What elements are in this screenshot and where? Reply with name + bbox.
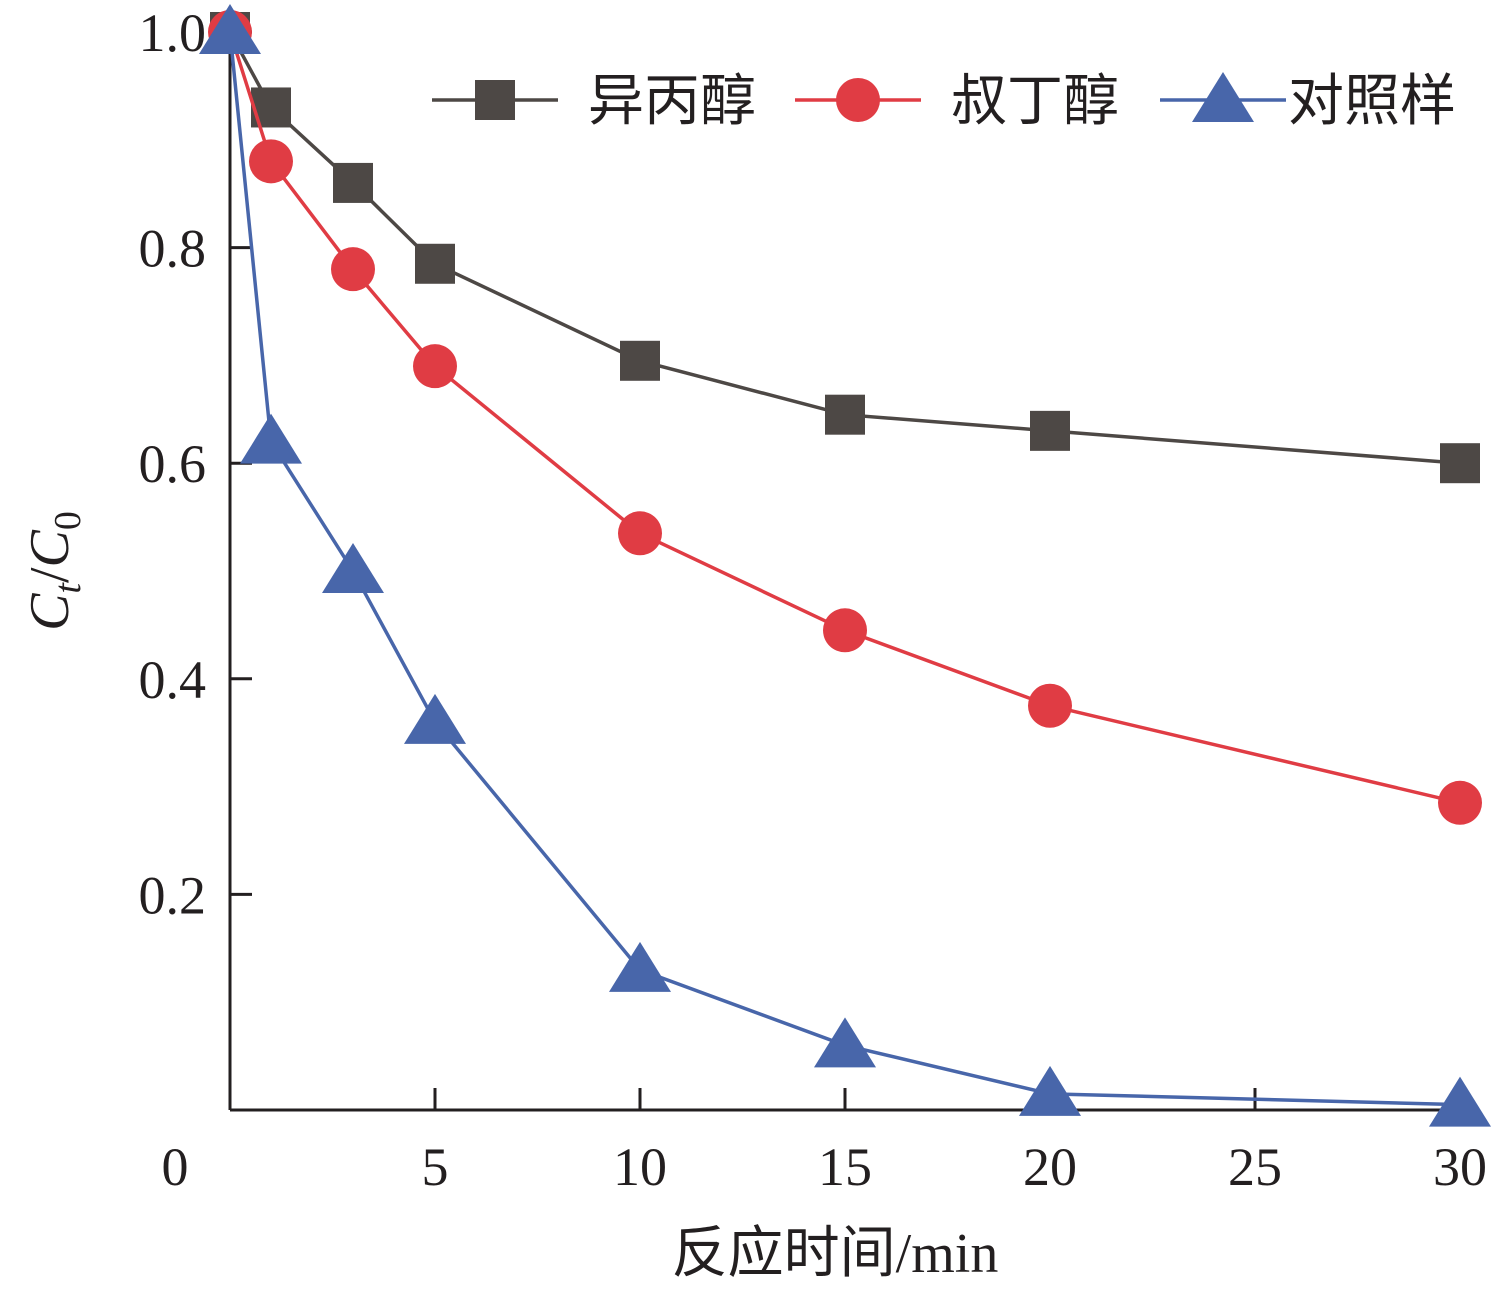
data-point-circle [1028,683,1072,728]
data-point-square [1030,410,1070,451]
legend: 异丙醇 叔丁醇 对照样 [432,69,1456,134]
y-ticks: 0.2 0.4 0.6 0.8 1.0 [139,3,252,925]
data-point-square [825,394,865,435]
legend-label: 对照样 [1288,69,1456,134]
y-tick-label: 0.4 [139,650,207,710]
x-tick-label: 10 [613,1137,667,1197]
data-point-triangle [199,4,261,54]
data-point-circle [823,608,867,653]
y-tick-label: 1.0 [139,3,207,63]
data-point-square [415,243,455,284]
data-point-circle [1438,780,1482,825]
data-point-circle [413,344,457,389]
data-point-circle [331,247,375,292]
y-tick-label: 0.6 [139,434,207,494]
x-tick-label: 25 [1228,1137,1282,1197]
data-point-square [333,162,373,203]
data-point-triangle [404,693,466,744]
y-axis-title: Ct/C0 [19,511,89,631]
legend-marker-triangle [1192,72,1254,122]
x-tick-label: 20 [1023,1137,1077,1197]
x-axis-title: 反应时间/min [672,1223,999,1285]
legend-item: 异丙醇 [432,69,756,134]
data-point-triangle [322,543,384,593]
series-1 [210,12,1480,484]
x-tick-label: 30 [1433,1137,1487,1197]
y-tick-label: 0.2 [139,865,207,925]
data-point-triangle [1019,1065,1081,1116]
legend-marker-square [475,80,515,120]
x-tick-label: 0 [162,1137,189,1197]
data-point-circle [249,139,293,184]
data-point-square [1440,443,1480,484]
x-tick-label: 5 [422,1137,449,1197]
series-layer [199,4,1491,1127]
legend-label: 叔丁醇 [951,69,1119,134]
axes [228,10,1478,1112]
data-point-triangle [1429,1076,1491,1127]
series-3 [199,4,1491,1127]
series-2 [208,10,1482,825]
data-point-triangle [240,413,302,464]
data-point-circle [618,511,662,556]
legend-marker-circle [836,78,880,122]
y-tick-label: 0.8 [139,219,207,279]
series-line [228,31,1461,1107]
data-point-triangle [814,1017,876,1068]
series-line [228,31,1461,805]
data-point-square [620,340,660,381]
legend-label: 异丙醇 [588,69,756,134]
legend-item: 对照样 [1160,69,1456,134]
x-tick-label: 15 [818,1137,872,1197]
legend-item: 叔丁醇 [795,69,1119,134]
data-point-triangle [609,941,671,992]
x-ticks: 0 5 10 15 20 25 30 [162,1088,1487,1197]
